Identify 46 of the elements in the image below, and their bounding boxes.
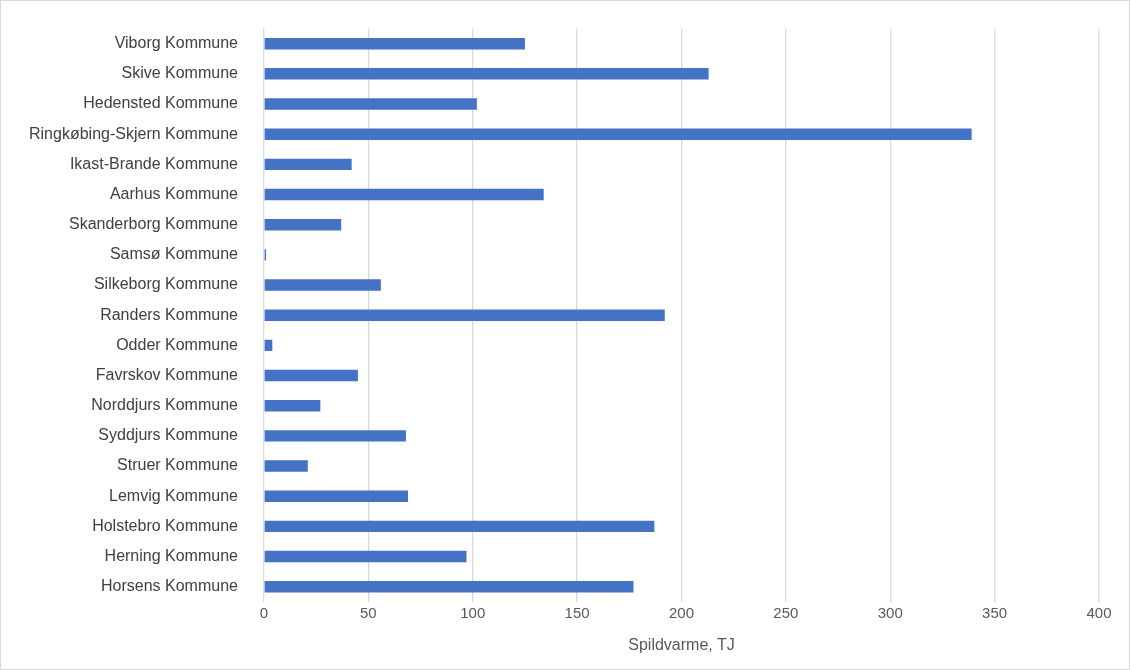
bar (264, 430, 406, 442)
x-tick-label: 100 (460, 603, 486, 621)
x-tick-label: 300 (877, 603, 903, 621)
bar (264, 399, 321, 412)
bar (264, 580, 634, 593)
bar (264, 218, 342, 231)
y-tick-label: Samsø Kommune (109, 245, 239, 263)
bar (264, 490, 409, 502)
bar (264, 98, 477, 110)
y-tick-label: Hedensted Kommune (83, 94, 239, 112)
bar (264, 309, 665, 321)
y-tick-label: Herning Kommune (104, 546, 239, 564)
bar (264, 128, 972, 140)
bar (264, 188, 544, 201)
y-tick-label: Horsens Kommune (101, 577, 239, 595)
y-tick-label: Favrskov Kommune (95, 365, 239, 383)
y-tick-label: Ringkøbing-Skjern Kommune (28, 124, 239, 142)
bar (264, 460, 308, 472)
x-tick-label: 200 (668, 603, 694, 621)
y-tick-label: Skanderborg Kommune (68, 215, 239, 233)
x-tick-label: 150 (564, 603, 590, 621)
bar (264, 279, 381, 291)
y-tick-label: Skive Kommune (121, 64, 239, 82)
bar (264, 68, 709, 80)
y-tick-label: Silkeborg Kommune (93, 275, 239, 293)
x-axis-title: Spildvarme, TJ (628, 635, 735, 653)
y-tick-label: Ikast-Brande Kommune (69, 154, 239, 172)
y-tick-label: Struer Kommune (117, 456, 239, 474)
x-tick-label: 0 (259, 603, 269, 621)
bar (264, 369, 358, 382)
x-tick-label: 400 (1086, 603, 1112, 621)
bar (264, 37, 525, 50)
y-tick-label: Viborg Kommune (114, 34, 239, 52)
y-tick-label: Lemvig Kommune (109, 486, 239, 504)
y-tick-label: Aarhus Kommune (109, 184, 239, 202)
y-tick-label: Syddjurs Kommune (98, 426, 239, 444)
x-tick-label: 350 (982, 603, 1008, 621)
x-tick-label: 50 (360, 603, 377, 621)
x-tick-label: 250 (773, 603, 799, 621)
y-tick-label: Holstebro Kommune (92, 516, 239, 534)
bar (264, 158, 352, 171)
y-tick-label: Norddjurs Kommune (91, 396, 239, 414)
y-tick-label: Randers Kommune (100, 305, 239, 323)
bar (264, 550, 467, 563)
bar (264, 520, 655, 533)
y-tick-label: Odder Kommune (116, 335, 239, 353)
